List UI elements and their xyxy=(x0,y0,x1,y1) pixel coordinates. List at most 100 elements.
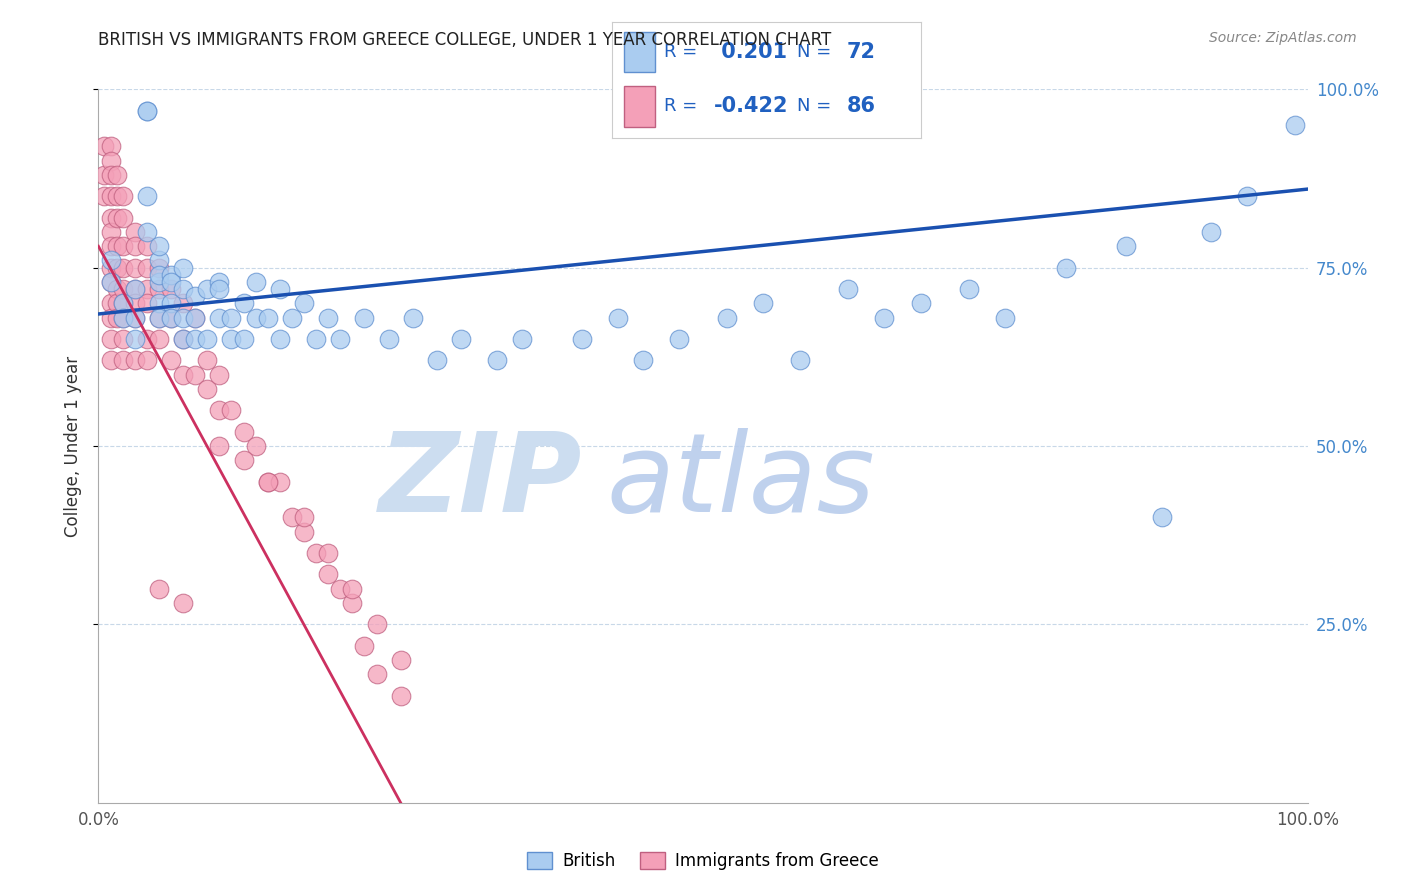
Point xyxy=(100,353,122,368)
Point xyxy=(208,439,231,453)
Text: -0.422: -0.422 xyxy=(714,95,789,116)
Point xyxy=(245,275,267,289)
Point xyxy=(135,225,157,239)
Point xyxy=(195,282,218,296)
Point xyxy=(281,510,304,524)
Point xyxy=(426,353,449,368)
Point xyxy=(366,617,388,632)
Point xyxy=(148,282,170,296)
Point xyxy=(124,310,146,325)
Point xyxy=(93,189,115,203)
Point xyxy=(305,546,328,560)
Point xyxy=(111,211,134,225)
Text: Source: ZipAtlas.com: Source: ZipAtlas.com xyxy=(1209,31,1357,45)
Point xyxy=(172,282,194,296)
Point xyxy=(135,103,157,118)
Point xyxy=(607,310,630,325)
Point xyxy=(124,239,146,253)
Point xyxy=(256,310,278,325)
Point xyxy=(160,353,183,368)
Text: 86: 86 xyxy=(846,95,876,116)
Point xyxy=(124,282,146,296)
Point xyxy=(100,239,122,253)
Point xyxy=(111,189,134,203)
Point xyxy=(148,268,170,282)
Point xyxy=(135,260,157,275)
Y-axis label: College, Under 1 year: College, Under 1 year xyxy=(65,355,83,537)
Point xyxy=(208,368,231,382)
Text: atlas: atlas xyxy=(606,428,875,535)
Point xyxy=(172,596,194,610)
Point xyxy=(100,260,122,275)
Point xyxy=(105,168,128,182)
Point xyxy=(100,275,122,289)
Point xyxy=(100,139,122,153)
Point xyxy=(450,332,472,346)
Point xyxy=(208,282,231,296)
Text: N =: N = xyxy=(797,44,837,62)
Point xyxy=(389,689,412,703)
Point xyxy=(100,168,122,182)
Text: ZIP: ZIP xyxy=(378,428,582,535)
Bar xyxy=(624,31,655,72)
Point xyxy=(1054,260,1077,275)
Point xyxy=(111,282,134,296)
Point xyxy=(1199,225,1222,239)
Point xyxy=(221,403,243,417)
Point xyxy=(172,332,194,346)
Point xyxy=(305,332,328,346)
Point xyxy=(269,475,291,489)
Point xyxy=(292,524,315,539)
Text: N =: N = xyxy=(797,97,837,115)
Point xyxy=(256,475,278,489)
Point xyxy=(668,332,690,346)
Point xyxy=(111,310,134,325)
Point xyxy=(752,296,775,310)
Bar xyxy=(624,87,655,127)
Point xyxy=(256,475,278,489)
Point xyxy=(1152,510,1174,524)
Point xyxy=(100,253,122,268)
Point xyxy=(100,296,122,310)
Point xyxy=(329,332,352,346)
Point xyxy=(124,225,146,239)
Point xyxy=(789,353,811,368)
Text: R =: R = xyxy=(664,44,703,62)
Point xyxy=(160,296,183,310)
Point xyxy=(172,260,194,275)
Point xyxy=(232,453,254,467)
Point xyxy=(100,153,122,168)
Point xyxy=(184,310,207,325)
Point xyxy=(184,368,207,382)
Point xyxy=(316,567,339,582)
Point xyxy=(111,296,134,310)
Point xyxy=(873,310,896,325)
Point xyxy=(100,189,122,203)
Legend: British, Immigrants from Greece: British, Immigrants from Greece xyxy=(520,845,886,877)
Point xyxy=(366,667,388,681)
Point xyxy=(105,189,128,203)
Point xyxy=(342,596,364,610)
Point xyxy=(172,310,194,325)
Point xyxy=(124,353,146,368)
Point xyxy=(135,282,157,296)
Point xyxy=(100,225,122,239)
Point xyxy=(329,582,352,596)
Point xyxy=(195,382,218,396)
Point xyxy=(716,310,738,325)
Point xyxy=(111,310,134,325)
Point xyxy=(316,310,339,325)
Text: R =: R = xyxy=(664,97,703,115)
Point xyxy=(105,211,128,225)
Point xyxy=(135,239,157,253)
Point xyxy=(184,332,207,346)
Point xyxy=(100,332,122,346)
Point xyxy=(957,282,980,296)
Point xyxy=(342,582,364,596)
Point xyxy=(1284,118,1306,132)
Point xyxy=(353,639,375,653)
Point xyxy=(353,310,375,325)
Point xyxy=(269,282,291,296)
Point xyxy=(93,139,115,153)
Point xyxy=(281,310,304,325)
